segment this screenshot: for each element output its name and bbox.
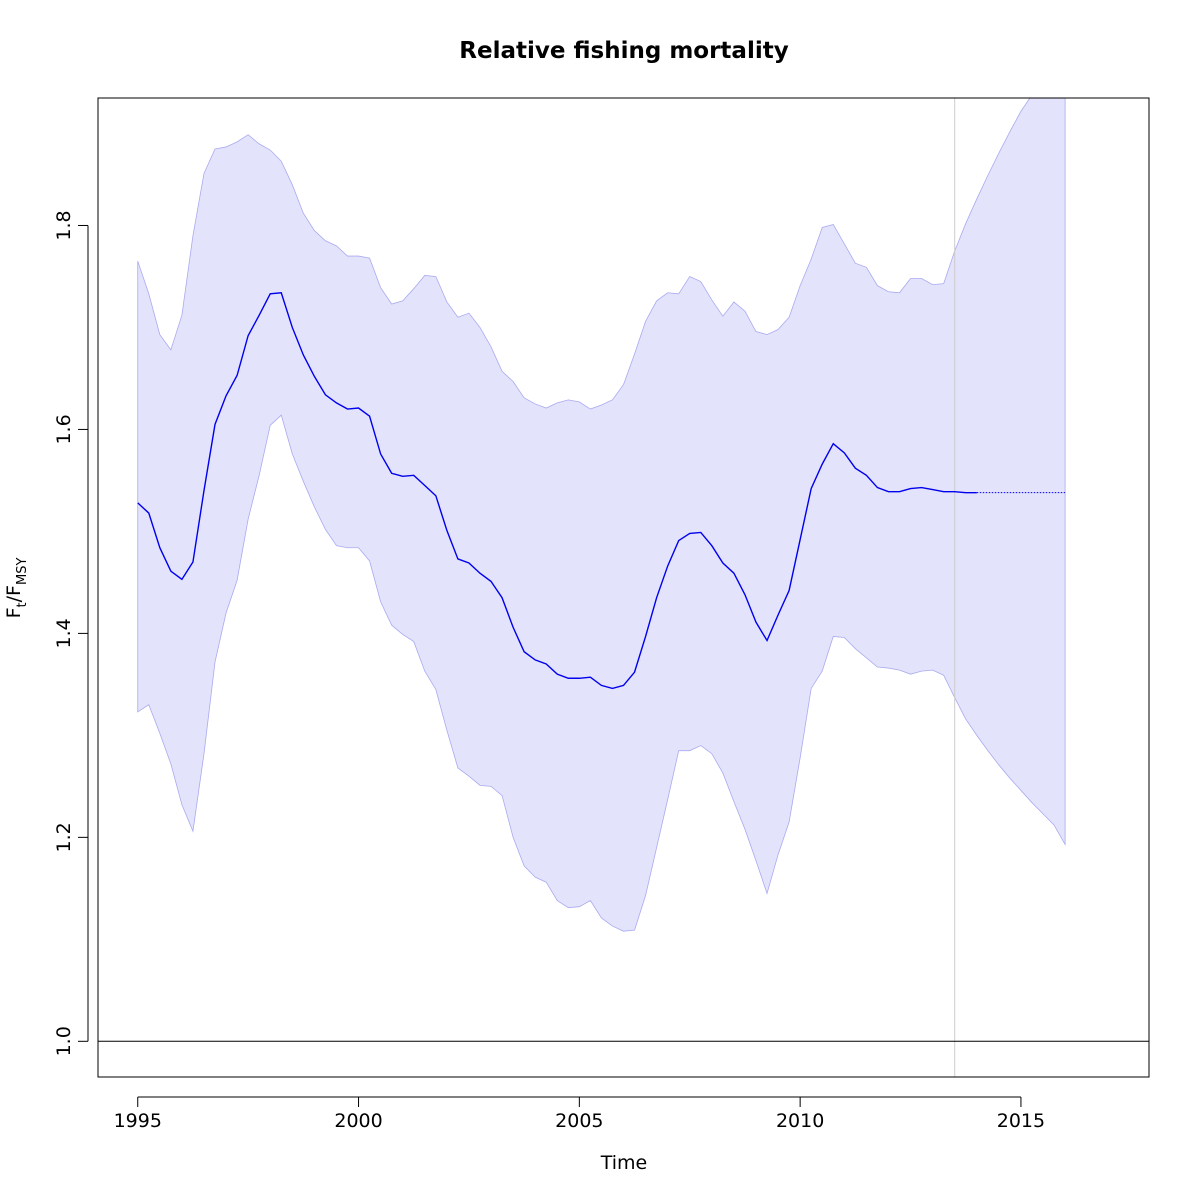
x-tick-label: 2015 [997, 1110, 1045, 1132]
plot-area [98, 98, 1149, 1077]
plot-frame [97, 97, 1150, 1078]
y-label-sub-1: t [15, 602, 30, 607]
confidence-band [137, 98, 1066, 932]
x-tick-label: 2010 [776, 1110, 824, 1132]
axes: 1995 2000 2005 2010 2015 1.0 1.2 1.4 1.6 1.8 [53, 210, 1045, 1132]
y-label-separator: / [3, 595, 25, 602]
chart-title: Relative fishing mortality [459, 38, 788, 64]
y-tick-label: 1.6 [53, 414, 75, 444]
x-axis-label: Time [600, 1152, 648, 1174]
y-tick-label: 1.2 [53, 822, 75, 852]
y-tick-label: 1.8 [53, 210, 75, 240]
x-tick-label: 2005 [555, 1110, 603, 1132]
x-tick-label: 1995 [114, 1110, 162, 1132]
y-axis-label: Ft/FMSY [3, 558, 30, 619]
estimate-line [137, 292, 977, 690]
y-label-sub-2: MSY [15, 558, 30, 585]
y-tick-label: 1.4 [53, 618, 75, 648]
y-label-main-1: F [3, 607, 25, 618]
y-label-main-2: F [3, 585, 25, 596]
y-tick-label: 1.0 [53, 1026, 75, 1056]
x-tick-label: 2000 [334, 1110, 382, 1132]
